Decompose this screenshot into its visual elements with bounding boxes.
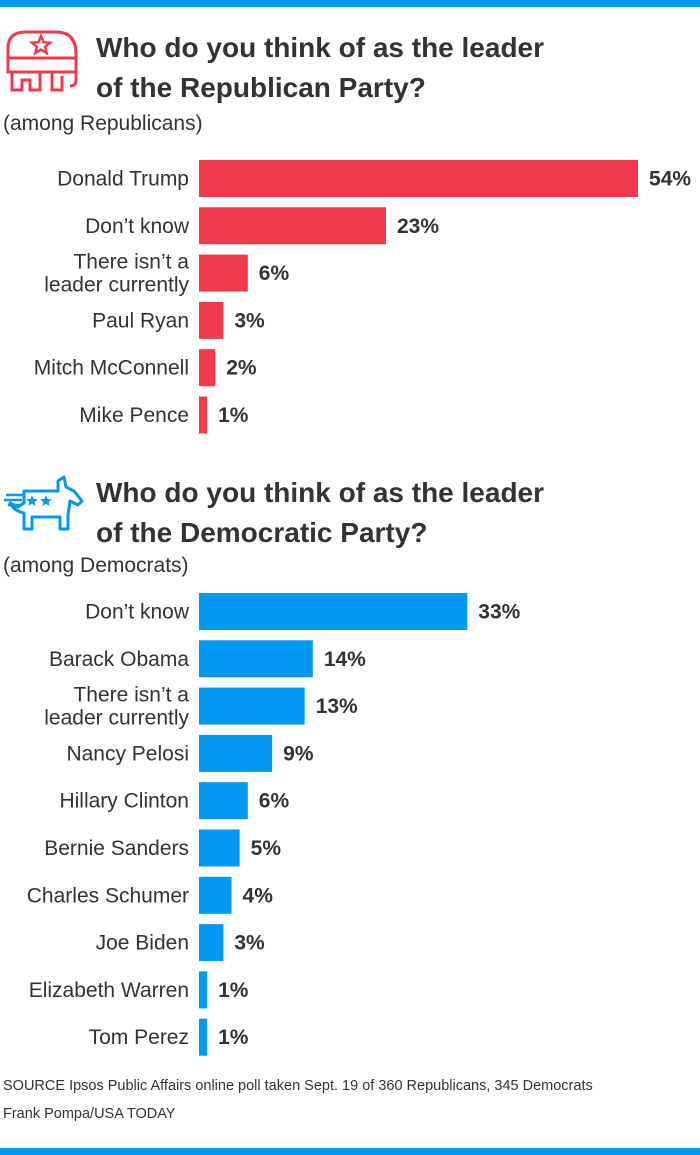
democrat-value-label-4: 9%: [283, 742, 314, 765]
republican-category-label-2: Don’t know: [85, 215, 190, 238]
democrat-bar-7: [199, 876, 232, 914]
democrat-value-label-9: 1%: [218, 979, 249, 1002]
republican-value-label-6: 1%: [218, 404, 249, 427]
republican-value-label-5: 2%: [226, 357, 257, 380]
donkey-icon: [4, 475, 84, 531]
democrat-bar-10: [199, 1018, 208, 1056]
republican-value-label-4: 3%: [234, 309, 265, 332]
democrat-category-label-10: Tom Perez: [89, 1026, 189, 1049]
democrat-value-label-1: 33%: [478, 601, 520, 624]
republican-subtitle: (among Republicans): [3, 112, 203, 135]
republican-category-label-4: Paul Ryan: [92, 309, 189, 332]
democrat-bar-2: [199, 640, 313, 678]
democrat-bar-1: [199, 593, 468, 630]
democrat-title-line-1: Who do you think of as the leader: [96, 477, 545, 508]
democrat-title: Who do you think of as the leader of the…: [96, 473, 696, 553]
republican-title-line-1: Who do you think of as the leader: [96, 32, 545, 63]
republican-bar-6: [199, 396, 208, 434]
elephant-icon: [6, 30, 78, 92]
republican-category-label-5: Mitch McConnell: [34, 357, 189, 380]
democrat-value-label-7: 4%: [243, 884, 274, 907]
democrat-category-label-4: Nancy Pelosi: [66, 742, 189, 765]
democrat-value-label-5: 6%: [259, 790, 290, 813]
republican-value-label-3: 6%: [259, 262, 290, 285]
democrat-bar-4: [199, 734, 273, 772]
republican-title-line-2: of the Republican Party?: [96, 72, 426, 103]
republican-bar-3: [199, 254, 248, 292]
republican-title: Who do you think of as the leader of the…: [96, 28, 696, 108]
democrat-category-label-7: Charles Schumer: [27, 884, 189, 907]
republican-bar-4: [199, 301, 224, 339]
democrat-bar-3: [199, 687, 305, 725]
credit-line: Frank Pompa/USA TODAY: [3, 1106, 176, 1122]
republican-category-label-6: Mike Pence: [79, 404, 189, 427]
democrat-category-label-8: Joe Biden: [96, 932, 189, 955]
top-rule: [0, 0, 700, 7]
democrat-bar-5: [199, 782, 248, 820]
democrat-subtitle: (among Democrats): [3, 554, 189, 577]
republican-value-label-2: 23%: [397, 215, 439, 238]
democrat-value-label-8: 3%: [234, 932, 265, 955]
democrat-value-label-6: 5%: [251, 837, 282, 860]
democrat-category-label-3: There isn’t a leader currently: [44, 684, 189, 730]
republican-value-label-1: 54%: [649, 168, 691, 191]
republican-bar-2: [199, 207, 386, 245]
democrat-title-line-2: of the Democratic Party?: [96, 517, 428, 548]
democrat-bar-9: [199, 971, 208, 1009]
republican-category-label-1: Donald Trump: [57, 168, 189, 191]
source-note: SOURCE Ipsos Public Affairs online poll …: [3, 1078, 593, 1094]
democrat-value-label-2: 14%: [324, 648, 366, 671]
democrat-category-label-9: Elizabeth Warren: [29, 979, 189, 1002]
democrat-bar-chart: 33% Don’t know 14% Barack Obama 13% There isn…: [27, 593, 521, 1056]
republican-section: Who do you think of as the leader of the…: [0, 20, 700, 445]
republican-bar-chart: 54% Donald Trump 23% Don’t know 6% There isn’…: [34, 160, 691, 434]
republican-bar-1: [199, 160, 639, 197]
democrat-category-label-1: Don’t know: [85, 601, 190, 624]
democrat-value-label-3: 13%: [316, 695, 358, 718]
republican-category-label-3: There isn’t a leader currently: [44, 251, 189, 297]
democrat-bar-6: [199, 829, 240, 867]
democrat-category-label-5: Hillary Clinton: [59, 790, 189, 813]
democrat-bar-8: [199, 924, 224, 962]
democrat-value-label-10: 1%: [218, 1026, 249, 1049]
democrat-section: Who do you think of as the leader of the…: [0, 465, 700, 1065]
republican-bar-5: [199, 349, 216, 387]
democrat-category-label-2: Barack Obama: [49, 648, 189, 671]
democrat-category-label-6: Bernie Sanders: [44, 837, 189, 860]
bottom-rule: [0, 1148, 700, 1155]
